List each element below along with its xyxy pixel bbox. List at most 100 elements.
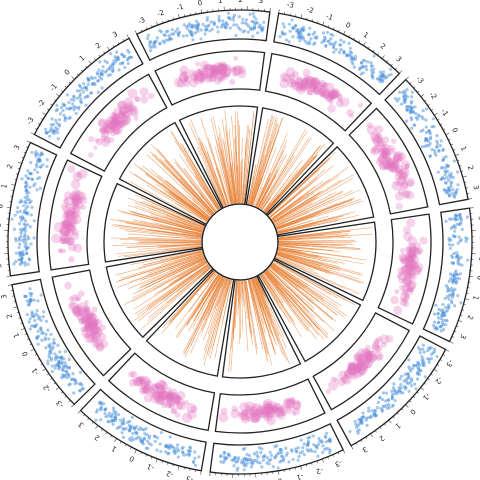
bubble-point [349,371,359,380]
scatter-point [87,77,91,82]
radial-line [233,280,238,332]
bubble-point [81,328,92,339]
scatter-point [432,148,437,152]
scatter-point [65,376,69,380]
radial-line [205,271,216,284]
bubble-point [51,233,62,244]
bubble-point [255,405,266,416]
bubble-point [410,264,421,276]
scatter-point [220,23,224,27]
bubble-point [410,246,421,257]
scatter-point [348,50,353,54]
bubble-point [71,294,79,302]
bubble-point [84,306,91,313]
scatter-point [67,116,71,121]
bubble-point [78,306,88,316]
bubble-point [339,97,350,108]
bubble-point [405,246,412,252]
bubble-point [108,121,118,131]
scatter-point [130,415,134,419]
bubble-point [195,68,202,75]
bubble-point [132,376,142,387]
bubble-point [79,311,89,320]
bubble-point [330,89,340,98]
bubble-point [63,229,71,237]
bubble-point [53,221,65,233]
bubble-point [285,67,296,77]
bubble-point [319,84,326,91]
bubble-point [294,82,304,92]
bubble-point [385,335,394,343]
bubble-point [120,110,127,116]
radial-line [277,215,329,232]
scatter-point [27,258,32,262]
scatter-point [393,399,397,403]
radial-line [109,218,202,236]
scatter-point [435,354,439,359]
scatter-point [431,117,435,121]
bubble-point [302,68,311,77]
radial-line [188,273,218,313]
bubble-point [240,411,247,418]
radial-line [275,256,319,275]
bubble-point [409,246,418,255]
bubble-point [117,101,126,110]
bubble-point [63,208,70,215]
scatter-point [399,383,403,387]
radial-line [139,221,202,235]
bubble-point [396,156,402,162]
radial-line [116,245,202,255]
bubble-point [106,115,115,124]
bubble-point [343,368,353,378]
radial-line [263,201,272,212]
scatter-point [445,176,449,180]
radial-line [229,165,236,204]
scatter-point [366,60,370,64]
radial-line [193,172,219,210]
scatter-point [435,134,439,138]
scatter-point [440,311,444,315]
bubble-point [87,335,95,343]
scatter-point [111,412,115,416]
scatter-point [465,258,470,262]
radial-line [278,232,342,239]
scatter-point [188,445,192,449]
scatter-point [181,34,185,38]
bubble-point [371,344,381,353]
bubble-point [93,338,103,348]
bubble-point [112,127,121,136]
scatter-point [301,446,305,450]
radial-line [278,248,365,265]
bubble-point [111,119,120,127]
scatter-point [409,377,413,381]
bubble-point [67,242,77,252]
radial-line [176,265,210,293]
bubble-point [157,391,165,399]
scatter-point [332,42,336,46]
radial-line [138,265,210,322]
scatter-point [126,61,130,66]
bubble-point [183,400,190,406]
bubble-point [75,194,81,200]
bubble-point [409,273,417,281]
radial-line [216,278,228,307]
bubble-point [155,385,165,395]
bubble-point [413,247,419,253]
bubble-point [201,67,207,72]
radial-line [273,197,317,223]
bubble-point [292,401,302,411]
bubble-point [407,287,414,293]
scatter-point [106,73,110,77]
scatter-point [294,449,298,453]
bubble-point [397,272,406,281]
radial-line [250,279,265,325]
radial-line [174,161,216,212]
scatter-point [231,18,236,22]
bubble-point [63,196,74,207]
scatter-point [370,71,374,75]
bubble-point [209,65,218,73]
tick-mark [469,207,474,209]
bubble-point [400,257,406,263]
scatter-point [443,173,447,177]
bubble-point [410,260,419,269]
